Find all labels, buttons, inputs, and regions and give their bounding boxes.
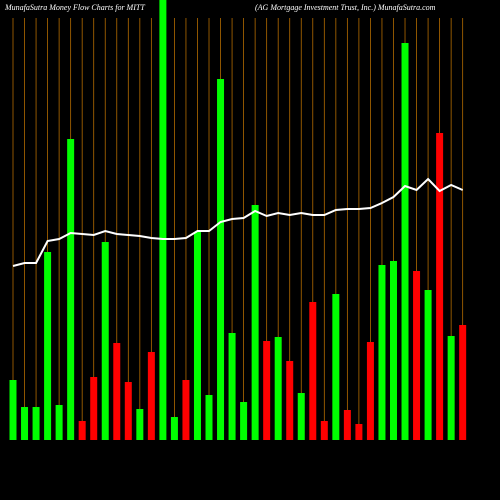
bar <box>424 290 432 440</box>
bar <box>159 0 167 440</box>
bar <box>136 409 144 440</box>
bar <box>447 336 455 440</box>
bar <box>332 294 340 440</box>
chart-subtitle: (AG Mortgage Investment Trust, Inc.) Mun… <box>255 3 436 12</box>
bar <box>217 79 225 440</box>
bar <box>297 393 305 440</box>
bar <box>459 325 467 440</box>
bar <box>436 133 444 440</box>
bar <box>366 342 374 440</box>
bar <box>32 407 40 440</box>
chart-title: MunafaSutra Money Flow Charts for MITT <box>4 3 145 12</box>
bar <box>124 382 132 440</box>
bar <box>147 352 155 440</box>
bar <box>251 205 259 440</box>
bar <box>55 405 63 440</box>
bar <box>389 261 397 440</box>
bar <box>228 333 236 440</box>
bar <box>320 421 328 440</box>
bar <box>401 43 409 440</box>
bar <box>378 265 386 440</box>
bar <box>274 337 282 440</box>
bar <box>193 232 201 440</box>
money-flow-line <box>12 177 464 267</box>
bar <box>343 410 351 440</box>
bar <box>90 377 98 440</box>
bar <box>355 424 363 440</box>
bar <box>205 395 213 440</box>
bar <box>413 271 421 440</box>
bar <box>263 341 271 440</box>
bar <box>113 343 121 440</box>
bar <box>101 242 109 440</box>
bar <box>240 402 248 440</box>
bar <box>170 417 178 440</box>
bar <box>67 139 75 440</box>
bar <box>182 380 190 440</box>
bar <box>9 380 17 440</box>
bar <box>21 407 29 440</box>
bar <box>309 302 317 440</box>
plot <box>9 0 467 440</box>
bar <box>44 252 52 440</box>
bar <box>78 421 86 440</box>
bar <box>286 361 294 440</box>
